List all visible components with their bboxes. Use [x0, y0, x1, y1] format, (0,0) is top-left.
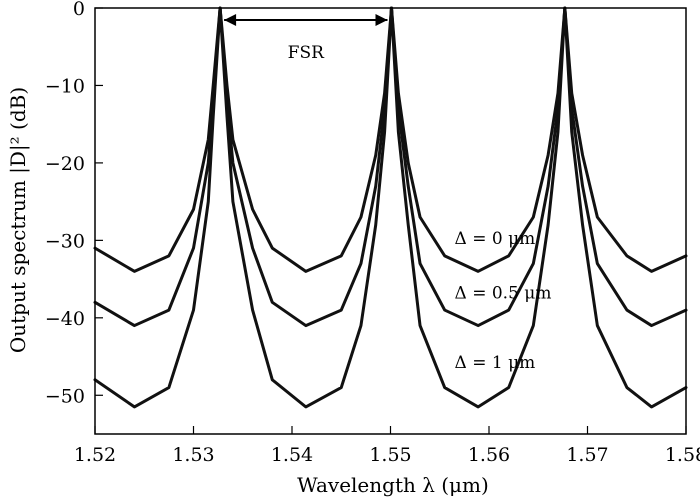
series-annotation-3: Δ = 1 μm: [455, 353, 536, 373]
series-line-3: [93, 6, 688, 409]
x-tick-label: 1.52: [74, 444, 116, 466]
x-tick-label: 1.58: [665, 444, 700, 466]
x-tick-label: 1.53: [172, 444, 214, 466]
y-tick-label: −30: [45, 230, 85, 252]
x-tick-label: 1.54: [271, 444, 313, 466]
series-line-2: [93, 6, 688, 328]
series-annotation-1: Δ = 0 μm: [455, 229, 536, 249]
x-tick-label: 1.55: [369, 444, 411, 466]
y-tick-label: 0: [73, 0, 85, 20]
axis-layer: 1.52 1.53 1.54 1.55 1.56 1.57 1.58 0 −10 −20 −30 −4…: [45, 0, 700, 466]
plot-frame: [94, 7, 687, 435]
y-tick-label: −50: [45, 385, 85, 407]
fsr-arrow-right-head: [375, 14, 388, 26]
fsr-arrow-left-head: [224, 14, 237, 26]
y-tick-label: −20: [45, 153, 85, 175]
y-tick-label: −40: [45, 308, 85, 330]
fsr-label: FSR: [288, 43, 325, 63]
x-tick-label: 1.57: [566, 444, 608, 466]
x-axis-label: Wavelength λ (μm): [297, 473, 489, 497]
x-tick-label: 1.56: [468, 444, 510, 466]
series-annotation-2: Δ = 0.5 μm: [455, 283, 552, 303]
plot-layer: [93, 6, 688, 409]
y-tick-label: −10: [45, 75, 85, 97]
label-layer: Wavelength λ (μm) Output spectrum |D|² (…: [6, 87, 489, 497]
y-axis-label: Output spectrum |D|² (dB): [6, 87, 31, 353]
